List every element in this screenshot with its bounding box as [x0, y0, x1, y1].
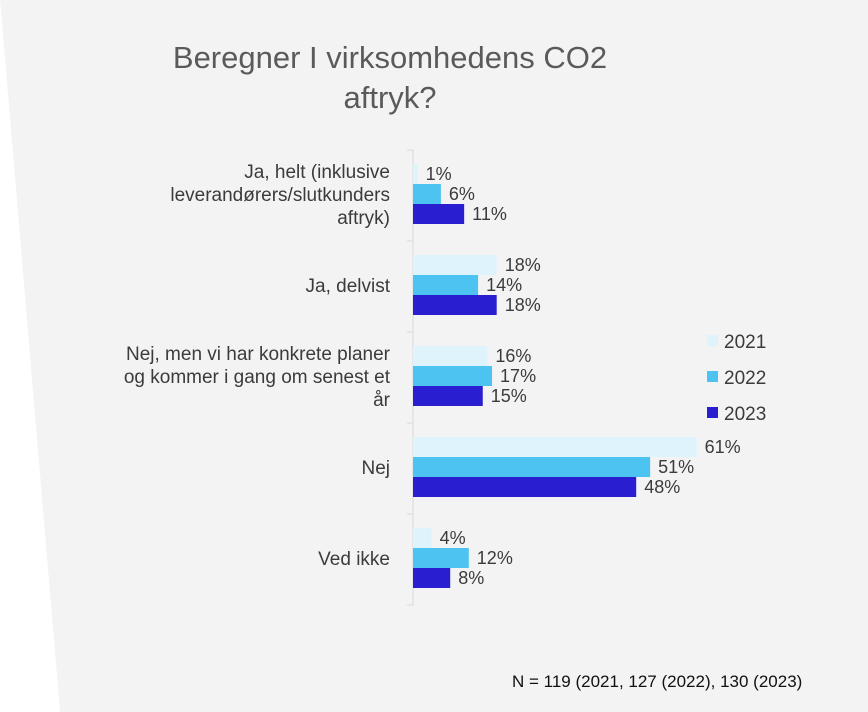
bar-2021 — [413, 437, 697, 457]
data-label: 15% — [491, 386, 527, 406]
category-label: Nej — [361, 458, 390, 479]
data-label: 14% — [486, 275, 522, 295]
bar-2022 — [413, 457, 651, 477]
bar-2022 — [413, 548, 469, 568]
category-label: Nej, men vi har konkrete planer — [126, 344, 391, 365]
data-label: 16% — [495, 346, 531, 366]
bar-2023 — [413, 204, 465, 224]
sample-size-note: N = 119 (2021, 127 (2022), 130 (2023) — [512, 672, 803, 691]
bar-2022 — [413, 275, 479, 295]
data-label: 51% — [658, 457, 694, 477]
data-label: 1% — [426, 164, 452, 184]
chart-title: Beregner I virksomhedens CO2 aftryk? — [130, 38, 650, 118]
legend-swatch-2022 — [707, 371, 718, 382]
data-label: 8% — [458, 568, 484, 588]
category-label: år — [373, 390, 391, 411]
bar-2023 — [413, 568, 451, 588]
bar-2023 — [413, 477, 637, 497]
data-label: 18% — [505, 295, 541, 315]
legend-label: 2022 — [724, 368, 766, 389]
bar-2021 — [413, 528, 432, 548]
chart-title-line-2: aftryk? — [343, 80, 437, 115]
category-label: Ved ikke — [318, 549, 390, 570]
category-label: leverandørers/slutkunders — [170, 185, 390, 206]
category-label: aftryk) — [337, 208, 390, 229]
data-label: 18% — [505, 255, 541, 275]
bar-2021 — [413, 164, 418, 184]
data-label: 17% — [500, 366, 536, 386]
data-label: 6% — [449, 184, 475, 204]
category-label: Ja, helt (inklusive — [244, 162, 390, 183]
category-label: Ja, delvist — [306, 276, 391, 297]
bar-2022 — [413, 184, 441, 204]
bar-2023 — [413, 295, 497, 315]
chart-title-line-1: Beregner I virksomhedens CO2 — [172, 40, 608, 75]
data-label: 48% — [644, 477, 680, 497]
bar-2021 — [413, 255, 497, 275]
data-label: 4% — [440, 528, 466, 548]
legend-swatch-2021 — [707, 335, 718, 346]
legend-swatch-2023 — [707, 407, 718, 418]
bar-2023 — [413, 386, 483, 406]
data-label: 61% — [705, 437, 741, 457]
legend-label: 2021 — [724, 332, 766, 353]
data-label: 11% — [472, 204, 507, 224]
legend-label: 2023 — [724, 404, 766, 425]
bar-2022 — [413, 366, 493, 386]
bar-2021 — [413, 346, 488, 366]
data-label: 12% — [477, 548, 513, 568]
category-label: og kommer i gang om senest et — [124, 367, 391, 388]
